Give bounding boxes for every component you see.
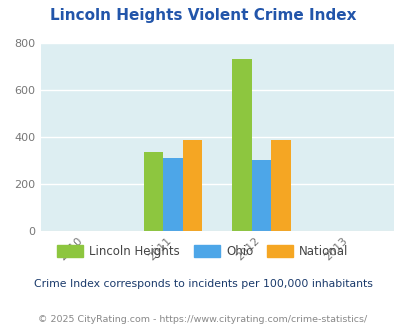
Bar: [232, 59, 251, 231]
Legend: Lincoln Heights, Ohio, National: Lincoln Heights, Ohio, National: [57, 245, 348, 258]
Text: Crime Index corresponds to incidents per 100,000 inhabitants: Crime Index corresponds to incidents per…: [34, 279, 371, 289]
Text: © 2025 CityRating.com - https://www.cityrating.com/crime-statistics/: © 2025 CityRating.com - https://www.city…: [38, 315, 367, 324]
Bar: [251, 160, 271, 231]
Bar: [182, 140, 202, 231]
Bar: [163, 158, 182, 231]
Text: Lincoln Heights Violent Crime Index: Lincoln Heights Violent Crime Index: [50, 8, 355, 23]
Bar: [271, 140, 290, 231]
Bar: [143, 152, 163, 231]
